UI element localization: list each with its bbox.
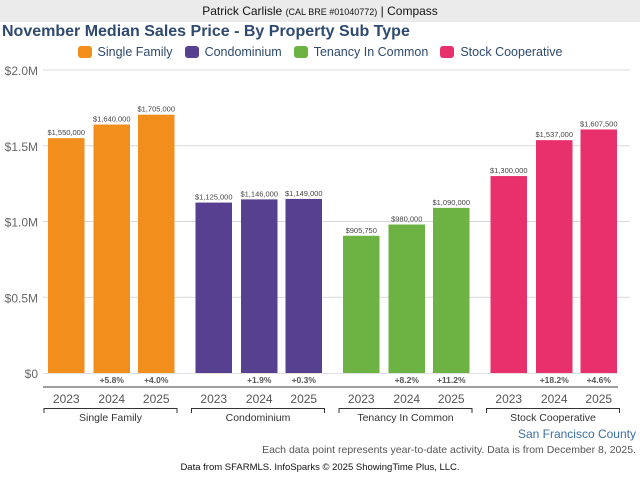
bar[interactable] [195, 202, 233, 373]
y-tick-label: $0.5M [5, 291, 38, 305]
x-tick-label: 2023 [200, 392, 227, 406]
agent-license: (CAL BRE #01040772) [285, 7, 378, 17]
bar-value-label: $1,300,000 [490, 166, 528, 175]
bar[interactable] [433, 207, 470, 373]
agent-name: Patrick Carlisle [202, 4, 283, 18]
x-tick-label: 2025 [143, 392, 170, 406]
change-label: +4.6% [587, 375, 612, 385]
legend-item-single-family[interactable]: Single Family [77, 45, 173, 59]
change-label: +5.8% [100, 375, 125, 385]
bar[interactable] [343, 235, 380, 373]
y-tick-label: $0 [25, 367, 39, 381]
y-tick-label: $1.0M [5, 216, 38, 230]
change-label: +18.2% [540, 375, 570, 385]
bar-value-label: $1,125,000 [195, 193, 233, 202]
change-label: +11.2% [437, 375, 466, 385]
group-bracket [486, 408, 620, 413]
y-tick-label: $1.5M [5, 140, 38, 154]
x-tick-label: 2024 [246, 392, 273, 406]
region-label: San Francisco County [517, 427, 636, 441]
chart-legend: Single Family Condominium Tenancy In Com… [0, 45, 640, 59]
bar-value-label: $1,149,000 [285, 189, 323, 198]
bar-value-label: $905,750 [346, 226, 377, 235]
legend-swatch [293, 46, 308, 58]
x-tick-label: 2024 [393, 392, 420, 406]
bar[interactable] [285, 198, 323, 373]
bar[interactable] [536, 140, 573, 373]
x-tick-label: 2025 [290, 392, 317, 406]
change-label: +4.0% [144, 375, 169, 385]
legend-label: Single Family [97, 45, 173, 59]
legend-label: Stock Cooperative [460, 45, 563, 59]
x-tick-label: 2023 [53, 392, 80, 406]
data-note: Each data point represents year-to-date … [262, 444, 636, 456]
legend-item-tenancy-in-common[interactable]: Tenancy In Common [293, 45, 429, 59]
bar-value-label: $1,705,000 [137, 105, 175, 114]
group-label: Condominium [226, 412, 291, 424]
bar[interactable] [93, 124, 131, 373]
bar-value-label: $1,607,500 [580, 119, 618, 128]
bar-value-label: $1,090,000 [432, 198, 470, 207]
bar-value-label: $1,550,000 [47, 128, 85, 137]
group-bracket [43, 408, 178, 413]
x-tick-label: 2023 [348, 392, 375, 406]
group-label: Tenancy In Common [357, 412, 453, 424]
agent-header-bar: Patrick Carlisle (CAL BRE #01040772) | C… [0, 0, 640, 22]
data-source: Data from SFARMLS. InfoSparks © 2025 Sho… [180, 462, 460, 473]
x-tick-label: 2024 [541, 392, 568, 406]
change-label: +1.9% [247, 375, 272, 385]
bar[interactable] [241, 199, 278, 373]
legend-label: Tenancy In Common [313, 45, 429, 59]
legend-swatch [440, 46, 455, 58]
legend-swatch [184, 46, 199, 58]
bar-value-label: $1,537,000 [535, 130, 573, 139]
bar-chart: $0 $0.5M $1.0M $1.5M $2.0M $1,550,000 2023 $1,6… [5, 64, 630, 424]
group-bracket [191, 408, 325, 413]
bar[interactable] [138, 114, 175, 373]
change-label: +0.3% [292, 375, 317, 385]
bar[interactable] [388, 224, 426, 373]
brokerage-name: Compass [387, 4, 438, 18]
legend-item-stock-cooperative[interactable]: Stock Cooperative [440, 45, 562, 59]
bar[interactable] [48, 138, 85, 373]
bar-value-label: $980,000 [391, 215, 422, 224]
x-tick-label: 2025 [438, 392, 465, 406]
legend-item-condominium[interactable]: Condominium [184, 45, 282, 59]
header-separator: | [380, 4, 384, 18]
group-label: Stock Cooperative [510, 412, 596, 424]
bar-value-label: $1,146,000 [240, 189, 278, 198]
bar[interactable] [580, 129, 618, 373]
x-tick-label: 2023 [495, 392, 522, 406]
y-tick-label: $2.0M [5, 64, 38, 78]
x-tick-label: 2025 [585, 392, 612, 406]
bar-value-label: $1,640,000 [93, 115, 131, 124]
bar[interactable] [490, 176, 528, 373]
group-bracket [338, 408, 473, 413]
legend-swatch [77, 46, 92, 58]
change-label: +8.2% [395, 375, 420, 385]
chart-title: November Median Sales Price - By Propert… [2, 23, 410, 40]
group-label: Single Family [79, 412, 143, 424]
legend-label: Condominium [204, 45, 282, 59]
x-tick-label: 2024 [98, 392, 125, 406]
